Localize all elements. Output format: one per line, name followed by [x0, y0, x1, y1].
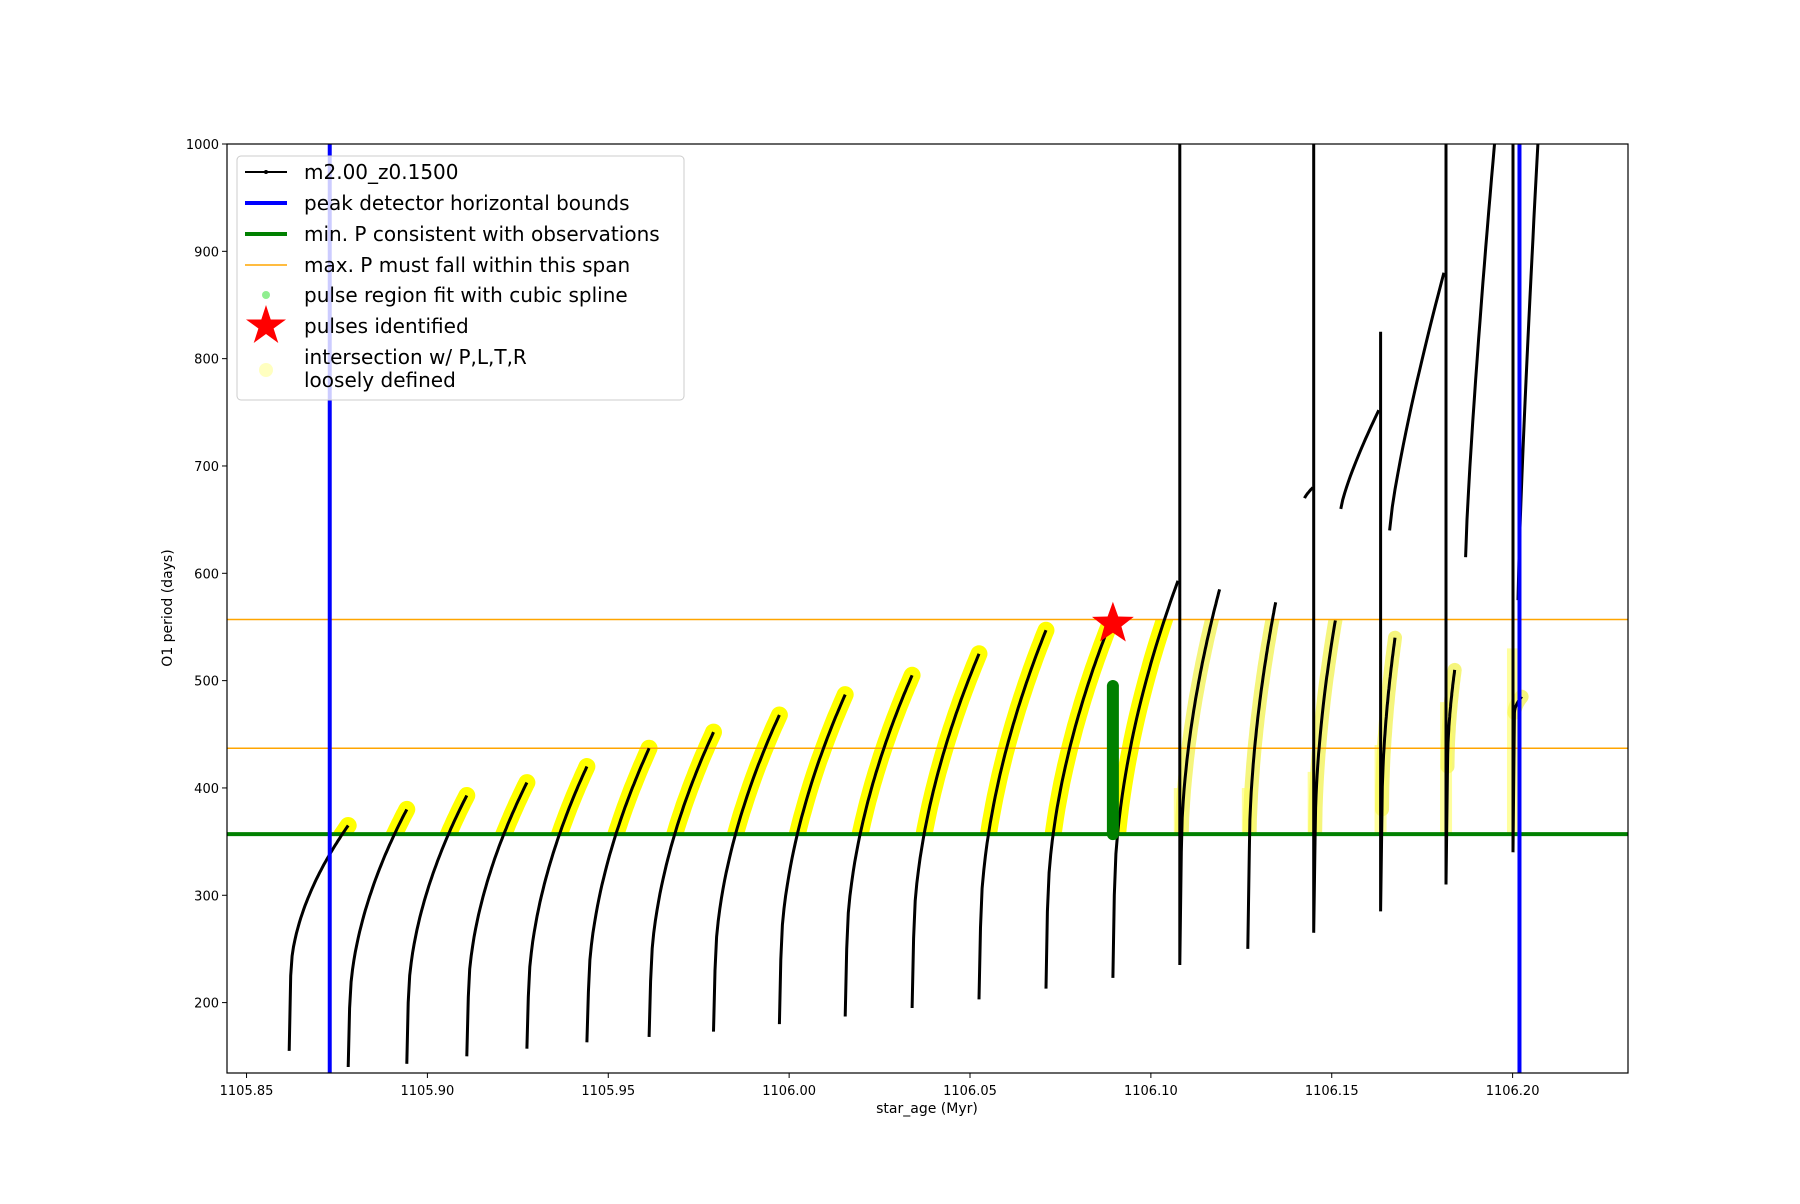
pulse-identified-star: [1092, 601, 1134, 642]
intersection-highlight: [607, 739, 658, 835]
intersection-highlight: [439, 787, 476, 835]
y-tick-label: 400: [194, 782, 219, 797]
series-line-segment: [1444, 144, 1457, 885]
intersection-highlight: [1044, 619, 1121, 835]
x-tick-label: 1106.15: [1305, 1084, 1359, 1099]
series-line-segment: [843, 674, 914, 1017]
series-line-segment: [525, 765, 589, 1049]
series-line-segment: [1339, 409, 1381, 510]
series-line-segment: [1044, 615, 1115, 989]
legend-label: loosely defined: [304, 368, 456, 392]
legend-label: intersection w/ P,L,T,R: [304, 345, 527, 369]
intersection-highlight: [550, 758, 596, 835]
series-line-segment: [585, 747, 651, 1043]
legend-marker-icon: [264, 170, 268, 174]
intersection-highlight: [788, 686, 854, 835]
x-tick-label: 1105.95: [581, 1084, 635, 1099]
intersection-highlight: [385, 800, 416, 835]
series-line-segment: [465, 781, 529, 1057]
series-line-segment: [1178, 144, 1222, 966]
series-line-segment: [1312, 144, 1337, 933]
series-line-segment: [287, 824, 350, 1051]
x-tick-label: 1106.00: [762, 1084, 816, 1099]
intersection-highlight: [851, 666, 921, 835]
intersection-highlight: [979, 621, 1055, 835]
x-tick-label: 1106.20: [1486, 1084, 1540, 1099]
y-axis-label: O1 period (days): [160, 549, 176, 666]
series-line-segment: [910, 653, 981, 1009]
legend-star-icon: [246, 305, 286, 343]
intersection-highlight: [665, 723, 722, 835]
intersection-highlight: [915, 645, 988, 835]
x-axis-label: star_age (Myr): [876, 1101, 978, 1117]
intersection-highlight: [726, 706, 788, 835]
series-line-segment: [777, 693, 847, 1025]
series-line-segment: [647, 731, 715, 1037]
x-tick-label: 1106.05: [943, 1084, 997, 1099]
series-line-segment: [712, 714, 781, 1032]
y-tick-label: 500: [194, 675, 219, 690]
legend-dot-icon: [262, 291, 270, 299]
intersection-highlight: [1174, 619, 1220, 835]
intersection-highlight: [332, 817, 357, 835]
legend-label: min. P consistent with observations: [304, 222, 660, 246]
axis-ticks: 1105.85 1105.90 1105.95 1106.00 1106.05 1106.…: [186, 138, 1540, 1099]
legend-label: max. P must fall within this span: [304, 253, 630, 277]
x-tick-label: 1105.85: [220, 1084, 274, 1099]
axes-frame: [226, 143, 1629, 1074]
series-line-segment: [1464, 144, 1496, 558]
y-tick-label: 1000: [186, 138, 219, 153]
series-line-segment: [1246, 601, 1278, 949]
intersection-highlight: [494, 774, 536, 835]
series-line-segment: [1303, 486, 1315, 499]
series-line-segment: [1379, 331, 1397, 912]
series-line-segment: [977, 629, 1048, 1000]
y-tick-label: 300: [194, 889, 219, 904]
x-tick-label: 1105.90: [401, 1084, 455, 1099]
y-tick-label: 600: [194, 567, 219, 582]
series-line-segment: [405, 794, 469, 1064]
y-tick-label: 800: [194, 353, 219, 368]
legend-label: m2.00_z0.1500: [304, 160, 459, 184]
legend-circle-icon: [259, 363, 273, 377]
legend-box: [236, 155, 685, 401]
y-tick-label: 700: [194, 460, 219, 475]
legend-label: peak detector horizontal bounds: [304, 191, 630, 215]
y-tick-label: 200: [194, 997, 219, 1012]
series-line-segment: [1111, 580, 1180, 978]
legend-label: pulse region fit with cubic spline: [304, 283, 628, 307]
y-tick-label: 900: [194, 245, 219, 260]
series-line-segment: [346, 808, 409, 1068]
intersection-highlight: [1109, 619, 1174, 835]
legend-label: pulses identified: [304, 314, 469, 338]
x-tick-label: 1106.10: [1124, 1084, 1178, 1099]
series-line-segment: [1388, 272, 1446, 531]
